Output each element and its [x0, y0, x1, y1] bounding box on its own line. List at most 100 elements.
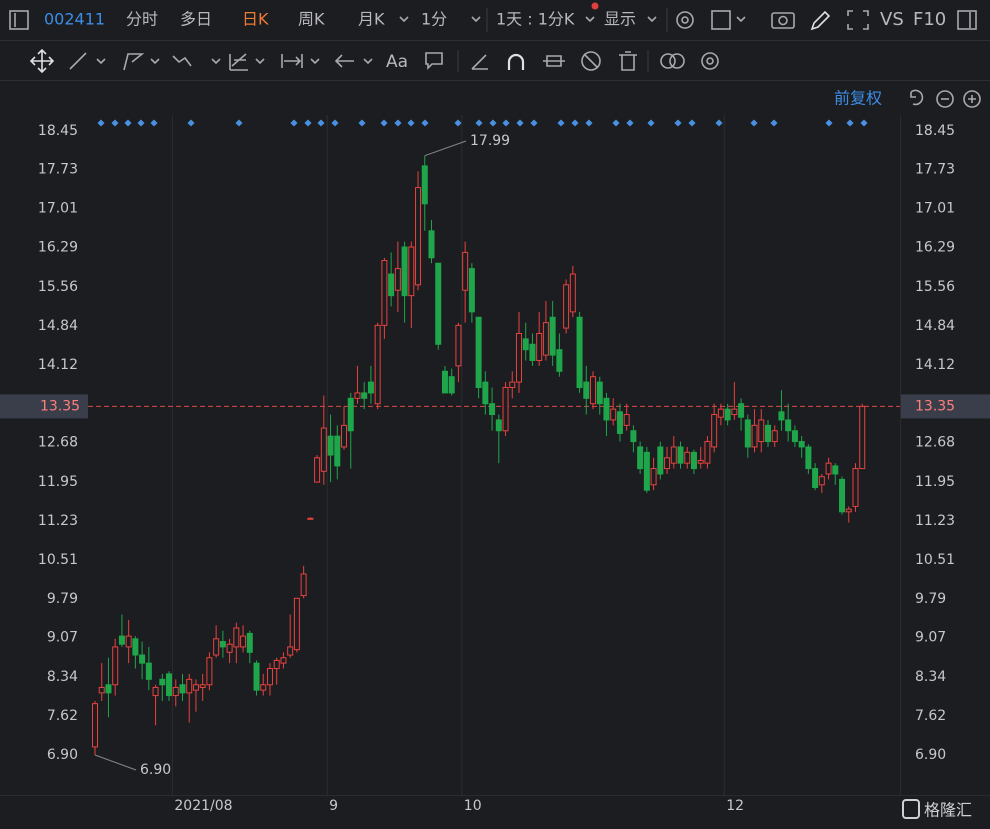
- lock-tool[interactable]: [543, 55, 565, 67]
- candle-body: [549, 316, 556, 356]
- shape-tool[interactable]: [123, 53, 145, 71]
- candle-body: [341, 424, 348, 448]
- zoom-in-cross: [968, 95, 976, 103]
- zoom-in[interactable]: [963, 90, 981, 108]
- candle-body: [630, 430, 637, 443]
- f10-button[interactable]: F10: [913, 9, 946, 30]
- color-icon[interactable]: [711, 10, 731, 30]
- candle-body: [717, 408, 724, 418]
- candle-body: [590, 376, 597, 405]
- candle-body: [192, 684, 199, 691]
- candle-body: [623, 414, 630, 426]
- undo-icon[interactable]: [910, 89, 924, 106]
- camera-icon[interactable]: [771, 12, 795, 29]
- display-select[interactable]: 显示: [604, 10, 636, 29]
- y2-tick-label: 17.73: [915, 162, 955, 178]
- arrow-tool[interactable]: [334, 54, 354, 68]
- candle-body: [610, 408, 617, 421]
- candle-body: [266, 668, 273, 686]
- y-tick-label: 10.51: [38, 552, 78, 568]
- stock-code[interactable]: 002411: [44, 10, 105, 29]
- range-select[interactable]: 1天 : 1分K: [496, 10, 575, 29]
- candle-body: [455, 324, 462, 367]
- y-tick-label: 18.45: [38, 123, 78, 139]
- candle-body: [509, 381, 516, 389]
- adjust-mode[interactable]: 前复权: [834, 89, 882, 108]
- move-tool[interactable]: [29, 48, 55, 74]
- candle-body: [832, 465, 839, 475]
- candle-body: [112, 646, 119, 686]
- event-marker: [585, 119, 593, 127]
- candle-body: [347, 397, 354, 432]
- chevron: [471, 16, 481, 23]
- tab-active[interactable]: 日K: [242, 10, 269, 29]
- candle-body: [765, 424, 771, 443]
- tab[interactable]: 多日: [180, 10, 212, 29]
- x-tick-label: 10: [464, 798, 482, 814]
- event-marker: [502, 119, 510, 127]
- notice-dot: [591, 2, 599, 10]
- fib-tool[interactable]: [229, 53, 248, 71]
- tab[interactable]: 分时: [126, 10, 158, 29]
- chevron: [310, 58, 320, 65]
- max-leader: [424, 140, 467, 157]
- y2-tick-label: 11.23: [915, 513, 955, 529]
- event-marker: [421, 119, 429, 127]
- candle-body: [354, 392, 361, 399]
- candle-body: [246, 632, 253, 653]
- y2-tick-label: 10.51: [915, 552, 955, 568]
- y-tick-label: 7.62: [47, 708, 78, 724]
- sidebar-toggle[interactable]: [9, 10, 29, 30]
- candle-body: [805, 446, 812, 470]
- zoom-out[interactable]: [936, 90, 954, 108]
- candle-body: [583, 381, 590, 399]
- panel-icon[interactable]: [957, 10, 977, 30]
- camera-lens: [778, 15, 788, 26]
- event-marker: [290, 119, 298, 127]
- event-marker: [688, 119, 696, 127]
- candle-body: [307, 517, 314, 520]
- candle-body: [118, 635, 125, 645]
- candle-body: [690, 451, 697, 470]
- min-leader: [94, 754, 137, 771]
- watermark: 格隆汇: [924, 801, 972, 820]
- magnet-tool[interactable]: [507, 53, 525, 70]
- candle-body: [314, 457, 321, 483]
- candle-body: [179, 684, 186, 694]
- event-marker: [97, 119, 105, 127]
- min-label: 6.90: [140, 762, 171, 778]
- y2-tick-label: 18.45: [915, 123, 955, 139]
- candle-body: [287, 646, 294, 656]
- text-tool[interactable]: Aa: [386, 52, 408, 72]
- settings-icon[interactable]: [676, 11, 694, 29]
- x-tick-label: 12: [726, 798, 744, 814]
- compare-icon[interactable]: [660, 53, 676, 69]
- candle-body: [818, 476, 825, 486]
- pencil-icon[interactable]: [810, 10, 831, 31]
- tab[interactable]: 月K: [358, 10, 385, 29]
- tool-settings[interactable]: [701, 52, 719, 70]
- note-tool[interactable]: [425, 52, 443, 70]
- wave-tool[interactable]: [172, 55, 192, 67]
- y2-tick-label: 17.01: [915, 201, 955, 217]
- candle-body: [670, 446, 677, 464]
- event-marker: [358, 119, 366, 127]
- candle-body: [657, 446, 664, 475]
- measure-tool[interactable]: [281, 54, 303, 68]
- line-tool[interactable]: [69, 52, 87, 70]
- vs-button[interactable]: VS: [880, 9, 904, 30]
- candle-body: [751, 424, 758, 448]
- candle-body: [468, 268, 475, 313]
- fullscreen-icon[interactable]: [847, 10, 869, 30]
- tab[interactable]: 周K: [298, 10, 325, 29]
- hide-tool[interactable]: [581, 51, 601, 71]
- angle-tool[interactable]: [471, 54, 488, 70]
- tab[interactable]: 1分: [421, 10, 447, 29]
- candle-body: [637, 446, 644, 470]
- candle-body: [798, 441, 805, 448]
- candle-body: [711, 414, 718, 448]
- delete-tool[interactable]: [619, 51, 637, 71]
- candle-body: [421, 165, 428, 205]
- event-marker: [516, 119, 524, 127]
